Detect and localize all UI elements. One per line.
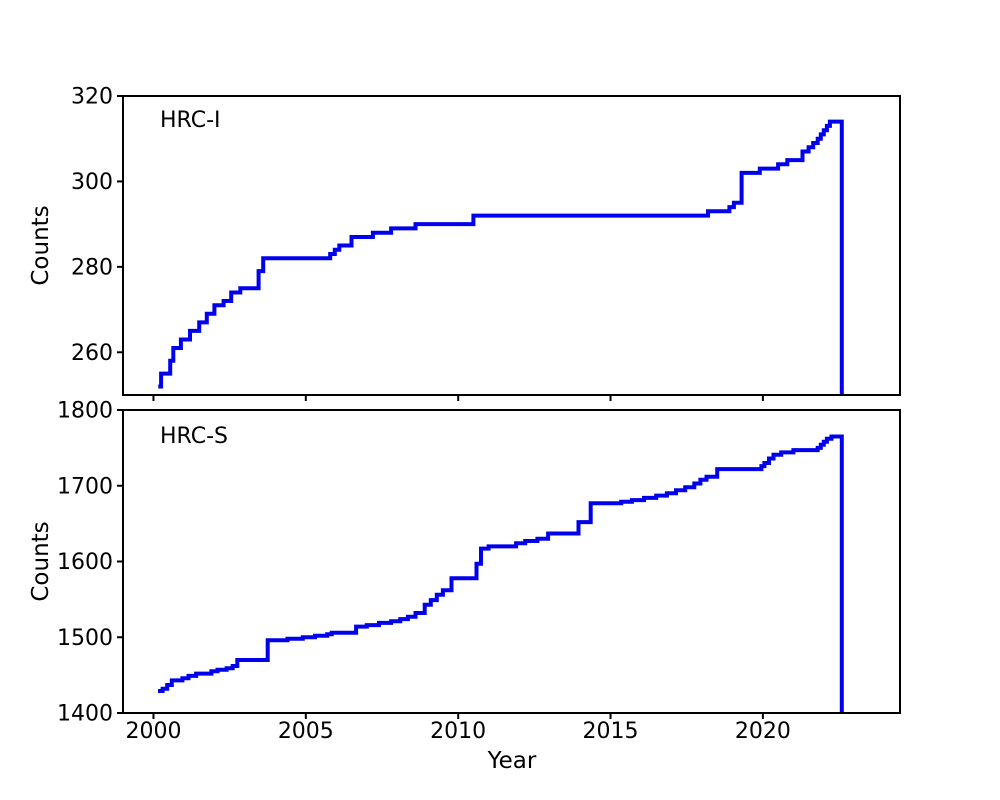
y-tick-label: 300 xyxy=(71,170,113,195)
panel-title-hrc-s: HRC-S xyxy=(160,424,228,449)
y-tick-label: 1600 xyxy=(57,550,113,575)
y-axis-label-bottom: Counts xyxy=(28,521,54,601)
y-tick-label: 1500 xyxy=(57,626,113,651)
y-tick-label: 320 xyxy=(71,85,113,110)
y-tick-label: 1400 xyxy=(57,702,113,727)
data-series-line xyxy=(158,119,844,395)
axes-spines xyxy=(122,95,901,396)
y-tick-label: 1700 xyxy=(57,474,113,499)
panel-hrc-s: 1400 1500 1600 1700 1800 2000 2005 2010 2015 2020 xyxy=(57,399,901,744)
x-tick-label: 2020 xyxy=(735,719,791,744)
x-axis-label: Year xyxy=(487,748,537,774)
axes-spines xyxy=(122,409,901,714)
y-tick-label: 280 xyxy=(71,256,113,281)
y-tick-label: 1800 xyxy=(57,399,113,424)
y-axis-label-top: Counts xyxy=(28,205,54,285)
x-tick-label: 2000 xyxy=(125,719,181,744)
x-tick-label: 2010 xyxy=(430,719,486,744)
x-tick-label: 2005 xyxy=(278,719,334,744)
x-tick-label: 2015 xyxy=(583,719,639,744)
panel-hrc-i: 260 280 300 320 xyxy=(71,85,901,401)
panel-title-hrc-i: HRC-I xyxy=(160,108,221,133)
y-tick-label: 260 xyxy=(71,341,113,366)
data-series-line xyxy=(158,434,844,713)
